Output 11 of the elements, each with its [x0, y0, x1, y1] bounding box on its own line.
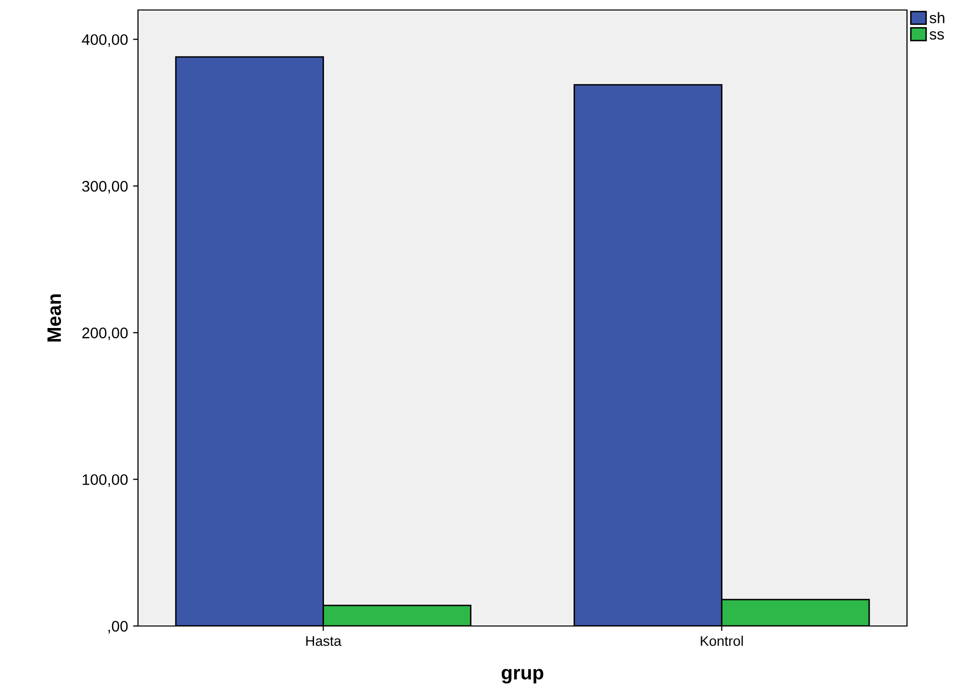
y-tick-label: 300,00 [82, 180, 128, 194]
legend-label: ss [930, 31, 944, 40]
y-tick-label: ,00 [108, 620, 128, 634]
x-axis-title: grup [502, 668, 544, 684]
legend-label: sh [930, 12, 944, 24]
x-tick-label: Kontrol [700, 636, 743, 646]
y-axis-title: Mean [47, 294, 62, 342]
y-tick-label: 100,00 [82, 474, 128, 487]
y-tick-label: 400,00 [82, 34, 128, 47]
y-tick-label: 200,00 [82, 328, 128, 340]
x-tick-label: Hasta [306, 636, 342, 646]
